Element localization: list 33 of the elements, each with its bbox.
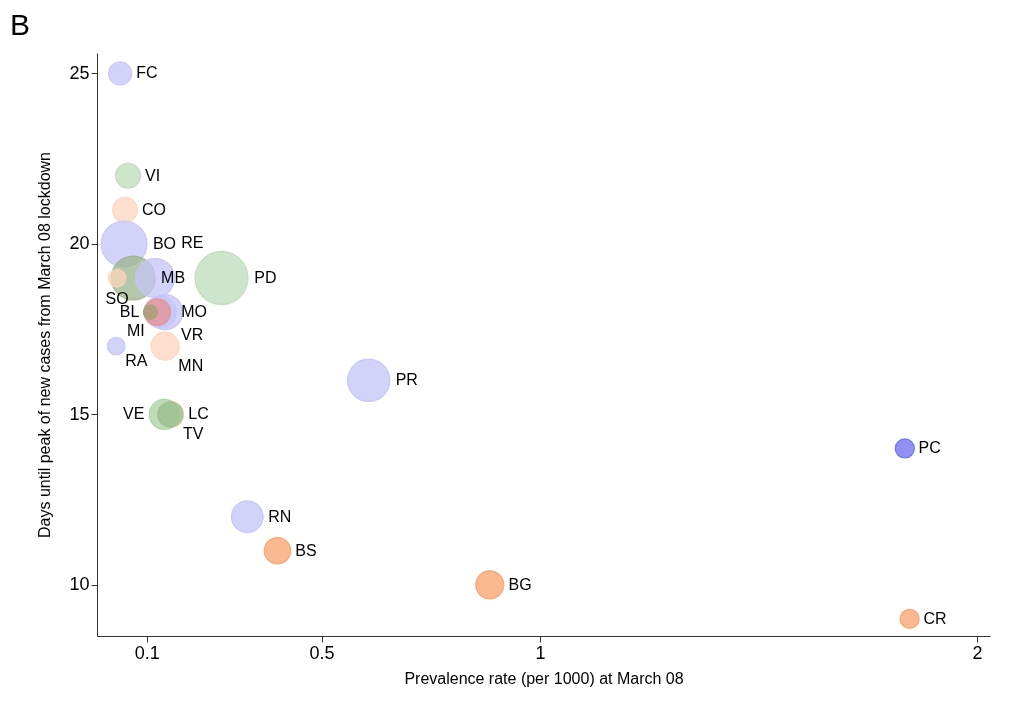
annotation: BL — [119, 303, 140, 321]
y-tick-label: 15 — [69, 403, 90, 424]
annotation: VI — [145, 166, 161, 184]
y-axis-title: Days until peak of new cases from March 08 lockdown — [36, 152, 54, 538]
x-tick-label: 0.5 — [309, 642, 335, 663]
annotation: PC — [918, 439, 941, 457]
annotation: LC — [188, 405, 209, 423]
annotation: RE — [181, 234, 204, 252]
annotation: MB — [161, 269, 186, 287]
x-axis-title: Prevalence rate (per 1000) at March 08 — [404, 669, 684, 687]
annotation: RN — [268, 507, 292, 525]
annotation: MO — [181, 303, 208, 321]
annotation: TV — [182, 424, 204, 442]
annotation: BG — [508, 575, 532, 593]
y-tick-label: 10 — [69, 574, 90, 595]
annotation: CR — [923, 609, 947, 627]
y-tick-label: 20 — [69, 233, 90, 254]
annotation: BS — [295, 541, 317, 559]
annotation: MI — [126, 322, 145, 340]
chart-title: B — [10, 8, 31, 41]
x-tick-label: 2 — [972, 642, 983, 663]
annotation: RA — [125, 352, 148, 370]
annotation: PD — [254, 269, 277, 287]
x-tick-label: 0.1 — [134, 642, 160, 663]
annotation: CO — [141, 200, 166, 218]
annotation: PR — [395, 371, 418, 389]
y-tick-label: 25 — [69, 62, 90, 83]
annotation: MN — [178, 357, 204, 375]
annotation: BO — [152, 234, 177, 252]
annotation: VE — [123, 405, 145, 423]
annotation: FC — [136, 64, 158, 82]
annotation: VR — [181, 326, 204, 344]
x-tick-label: 1 — [535, 642, 546, 663]
